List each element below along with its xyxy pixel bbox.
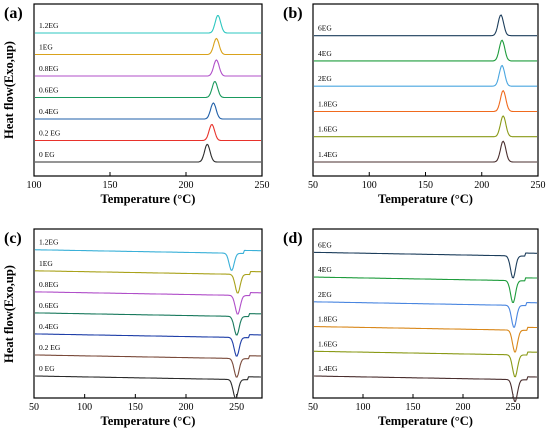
x-tick-label: 150 (406, 402, 421, 413)
series-curve (35, 102, 261, 120)
series-label: 0.2 EG (39, 343, 61, 352)
series-curve (314, 115, 537, 138)
x-tick-label: 250 (229, 402, 244, 413)
x-tick-label: 50 (29, 402, 39, 413)
series-label: 6EG (318, 240, 332, 249)
series-label: 0 EG (39, 150, 55, 159)
series-label: 1.8EG (318, 315, 338, 324)
y-axis-title: Heat flow(Exo,up) (2, 265, 16, 363)
x-axis-title: Temperature (°C) (101, 192, 196, 206)
panel-c: 50 100 150 200 250 Temperature (°C) Heat flow(… (2, 228, 263, 428)
series-curve (313, 325, 537, 353)
series-curve (314, 39, 537, 62)
y-axis-title: Heat flow(Exo,up) (2, 41, 16, 139)
series-label: 0.4EG (39, 322, 59, 331)
series-label: 1.6EG (318, 125, 338, 134)
x-axis-title: Temperature (°C) (101, 414, 196, 428)
x-tick-label: 150 (418, 180, 433, 191)
x-tick-label: 250 (255, 180, 270, 191)
x-tick-label: 200 (474, 180, 489, 191)
plot-frame (312, 228, 539, 399)
series-label: 1EG (39, 43, 53, 52)
series-curve (314, 276, 537, 304)
x-tick-label: 100 (77, 402, 92, 413)
series-label: 1.2EG (39, 21, 59, 30)
series-curve (34, 291, 261, 315)
series-label: 0.6EG (39, 86, 59, 95)
series-curve (35, 124, 261, 142)
series-label: 0.2 EG (39, 129, 61, 138)
x-tick-label: 150 (103, 180, 118, 191)
series-label: 1.6EG (318, 339, 338, 348)
series-label: 0.8EG (39, 64, 59, 73)
series-label: 2EG (318, 290, 332, 299)
series-label: 2EG (318, 74, 332, 83)
x-tick-label: 250 (531, 180, 546, 191)
series-curve (35, 37, 261, 56)
x-tick-label: 50 (308, 180, 318, 191)
panel-b: 50 100 150 200 250 Temperature (°C) (b) 1.4EG 1.… (283, 3, 546, 206)
series-label: 0.8EG (39, 280, 59, 289)
series-curve (314, 140, 537, 163)
x-tick-label: 150 (128, 402, 143, 413)
series-curve (35, 143, 261, 163)
plot-frame (312, 3, 539, 177)
series-curve (35, 354, 261, 378)
series-label: 0.4EG (39, 107, 59, 116)
x-tick-label: 200 (179, 402, 194, 413)
plot-frame (33, 228, 263, 399)
series-curve (35, 15, 261, 34)
series-label: 0.6EG (39, 301, 59, 310)
x-axis-title: Temperature (°C) (378, 414, 473, 428)
x-tick-label: 100 (362, 180, 377, 191)
series-curve (35, 59, 261, 77)
series-curve (314, 64, 537, 87)
series-curve (34, 249, 261, 271)
series-curve (314, 301, 537, 328)
series-label: 0 EG (39, 364, 55, 373)
panel-label: (a) (4, 5, 23, 22)
x-tick-label: 50 (308, 402, 318, 413)
x-tick-label: 200 (179, 180, 194, 191)
series-curve (35, 333, 261, 357)
x-tick-label: 100 (27, 180, 42, 191)
series-curve (314, 14, 537, 37)
panel-label: (b) (283, 5, 303, 22)
series-curve (314, 350, 537, 378)
series-label: 4EG (318, 49, 332, 58)
series-curve (314, 375, 537, 402)
x-axis-title: Temperature (°C) (378, 192, 473, 206)
panel-a: 100 150 200 250 Temperature (°C) Heat flow(Ex… (2, 3, 270, 206)
series-curve (35, 375, 261, 399)
series-label: 1.4EG (318, 364, 338, 373)
series-label: 1.8EG (318, 99, 338, 108)
series-label: 6EG (318, 24, 332, 33)
series-label: 1EG (39, 259, 53, 268)
series-curve (35, 312, 261, 336)
plot-frame (33, 3, 263, 177)
series-label: 4EG (318, 265, 332, 274)
x-tick-label: 100 (356, 402, 371, 413)
series-curve (314, 90, 537, 113)
panel-d: 50 100 150 200 250 Temperature (°C) (d) 1.4EG 1.… (283, 228, 539, 428)
panel-label: (c) (4, 230, 22, 247)
x-tick-label: 200 (456, 402, 471, 413)
series-curve (35, 270, 262, 294)
x-tick-label: 250 (506, 402, 521, 413)
series-label: 1.2EG (39, 238, 59, 247)
panel-label: (d) (283, 230, 303, 247)
series-curve (313, 251, 537, 279)
series-label: 1.4EG (318, 150, 338, 159)
series-curve (35, 81, 261, 99)
